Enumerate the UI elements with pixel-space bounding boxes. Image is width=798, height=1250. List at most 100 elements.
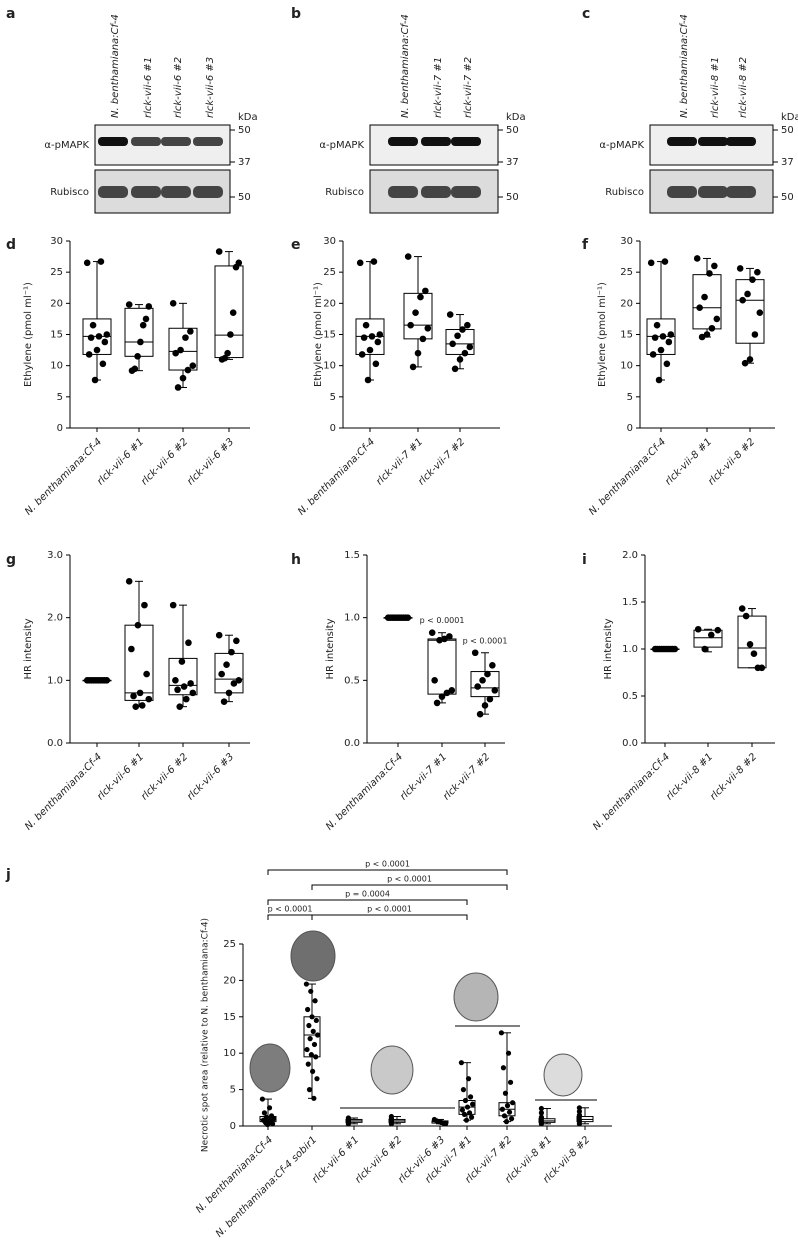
data-point <box>756 309 764 316</box>
data-point <box>448 687 456 694</box>
data-point <box>714 626 722 634</box>
data-point <box>187 328 194 335</box>
data-point <box>225 689 233 697</box>
data-point <box>698 333 706 341</box>
y-tick-label: 0 <box>57 423 63 434</box>
y-tick-label: 0.0 <box>622 738 638 749</box>
y-tick-label: 25 <box>323 267 336 278</box>
row-label: Rubisco <box>325 187 364 198</box>
lane-label: rlck-vii-7 #2 <box>463 57 474 118</box>
lane-label: N. benthamiana:Cf-4 <box>679 14 690 118</box>
unit-label: kDa <box>506 112 526 123</box>
data-point <box>696 304 703 311</box>
data-point <box>708 324 716 332</box>
data-point <box>750 650 758 657</box>
data-point <box>93 346 101 354</box>
data-point <box>658 645 666 653</box>
marker-label: 50 <box>238 125 251 136</box>
data-point <box>741 359 749 367</box>
band <box>451 186 481 198</box>
unit-label: kDa <box>781 112 798 123</box>
data-point <box>431 677 438 684</box>
data-point <box>491 687 499 694</box>
data-point <box>172 349 179 357</box>
data-point <box>311 1041 318 1048</box>
data-point <box>538 1121 545 1127</box>
data-point <box>176 703 184 710</box>
x-tick-label: rlck-vii-6 #2 <box>139 751 190 802</box>
x-tick-label: rlck-vii-6 #3 <box>185 436 236 487</box>
data-point <box>91 376 99 384</box>
x-tick-label: rlck-vii-6 #3 <box>185 751 236 802</box>
data-point <box>538 1105 545 1112</box>
data-point <box>476 710 484 718</box>
y-tick-label: 5 <box>627 392 633 403</box>
y-tick-label: 30 <box>620 236 633 247</box>
y-tick-label: 20 <box>223 975 236 986</box>
data-point <box>751 331 759 338</box>
p-value: p < 0.0001 <box>463 636 508 645</box>
y-tick-label: 30 <box>50 236 63 247</box>
data-point <box>659 333 667 340</box>
band <box>667 137 697 146</box>
data-point <box>174 384 182 391</box>
data-point <box>489 661 496 669</box>
data-point <box>96 677 104 684</box>
y-tick-label: 10 <box>620 361 633 372</box>
data-point <box>438 693 446 700</box>
data-point <box>89 321 97 329</box>
data-point <box>303 981 309 987</box>
data-point <box>305 1006 311 1013</box>
data-point <box>404 253 412 260</box>
data-point <box>665 338 673 346</box>
bracket <box>267 869 508 875</box>
data-point <box>136 689 144 697</box>
data-point <box>736 265 744 272</box>
data-point <box>464 321 471 329</box>
band <box>421 186 451 198</box>
data-point <box>479 677 486 684</box>
data-point <box>178 658 186 665</box>
data-point <box>404 614 412 621</box>
box <box>168 657 198 696</box>
data-point <box>312 998 318 1004</box>
band <box>388 137 418 146</box>
data-point <box>701 293 708 301</box>
data-point <box>449 340 456 348</box>
data-point <box>137 338 144 346</box>
data-point <box>465 1076 472 1082</box>
p-value: p < 0.0001 <box>367 905 412 914</box>
box <box>403 292 433 340</box>
panel-label: f <box>582 237 589 253</box>
data-point <box>180 683 188 690</box>
data-point <box>667 331 675 338</box>
data-point <box>501 1113 508 1119</box>
data-point <box>218 356 226 363</box>
data-point <box>125 301 133 308</box>
panel-label: e <box>291 237 301 253</box>
data-point <box>470 1101 476 1107</box>
y-tick-label: 30 <box>323 236 336 247</box>
band <box>131 137 161 146</box>
box <box>693 629 723 648</box>
x-tick-label: N. benthamiana:Cf-4 <box>324 751 405 832</box>
y-tick-label: 1.0 <box>47 675 63 686</box>
data-point <box>362 321 370 329</box>
data-point <box>706 270 713 277</box>
data-point <box>306 1022 312 1029</box>
data-point <box>229 309 237 316</box>
data-point <box>458 1060 464 1066</box>
data-point <box>313 1017 319 1024</box>
data-point <box>746 356 754 363</box>
y-axis-label: HR intensity <box>603 618 614 679</box>
y-tick-label: 15 <box>323 330 336 341</box>
data-point <box>443 1121 449 1127</box>
p-value: p < 0.0001 <box>268 905 313 914</box>
row-label: α-pMAPK <box>599 140 644 151</box>
data-point <box>507 1079 514 1085</box>
lane-label: rlck-vii-7 #1 <box>433 57 444 118</box>
data-point <box>169 300 177 307</box>
marker-label: 50 <box>506 125 519 136</box>
data-point <box>228 648 235 656</box>
y-tick-label: 25 <box>50 267 63 278</box>
